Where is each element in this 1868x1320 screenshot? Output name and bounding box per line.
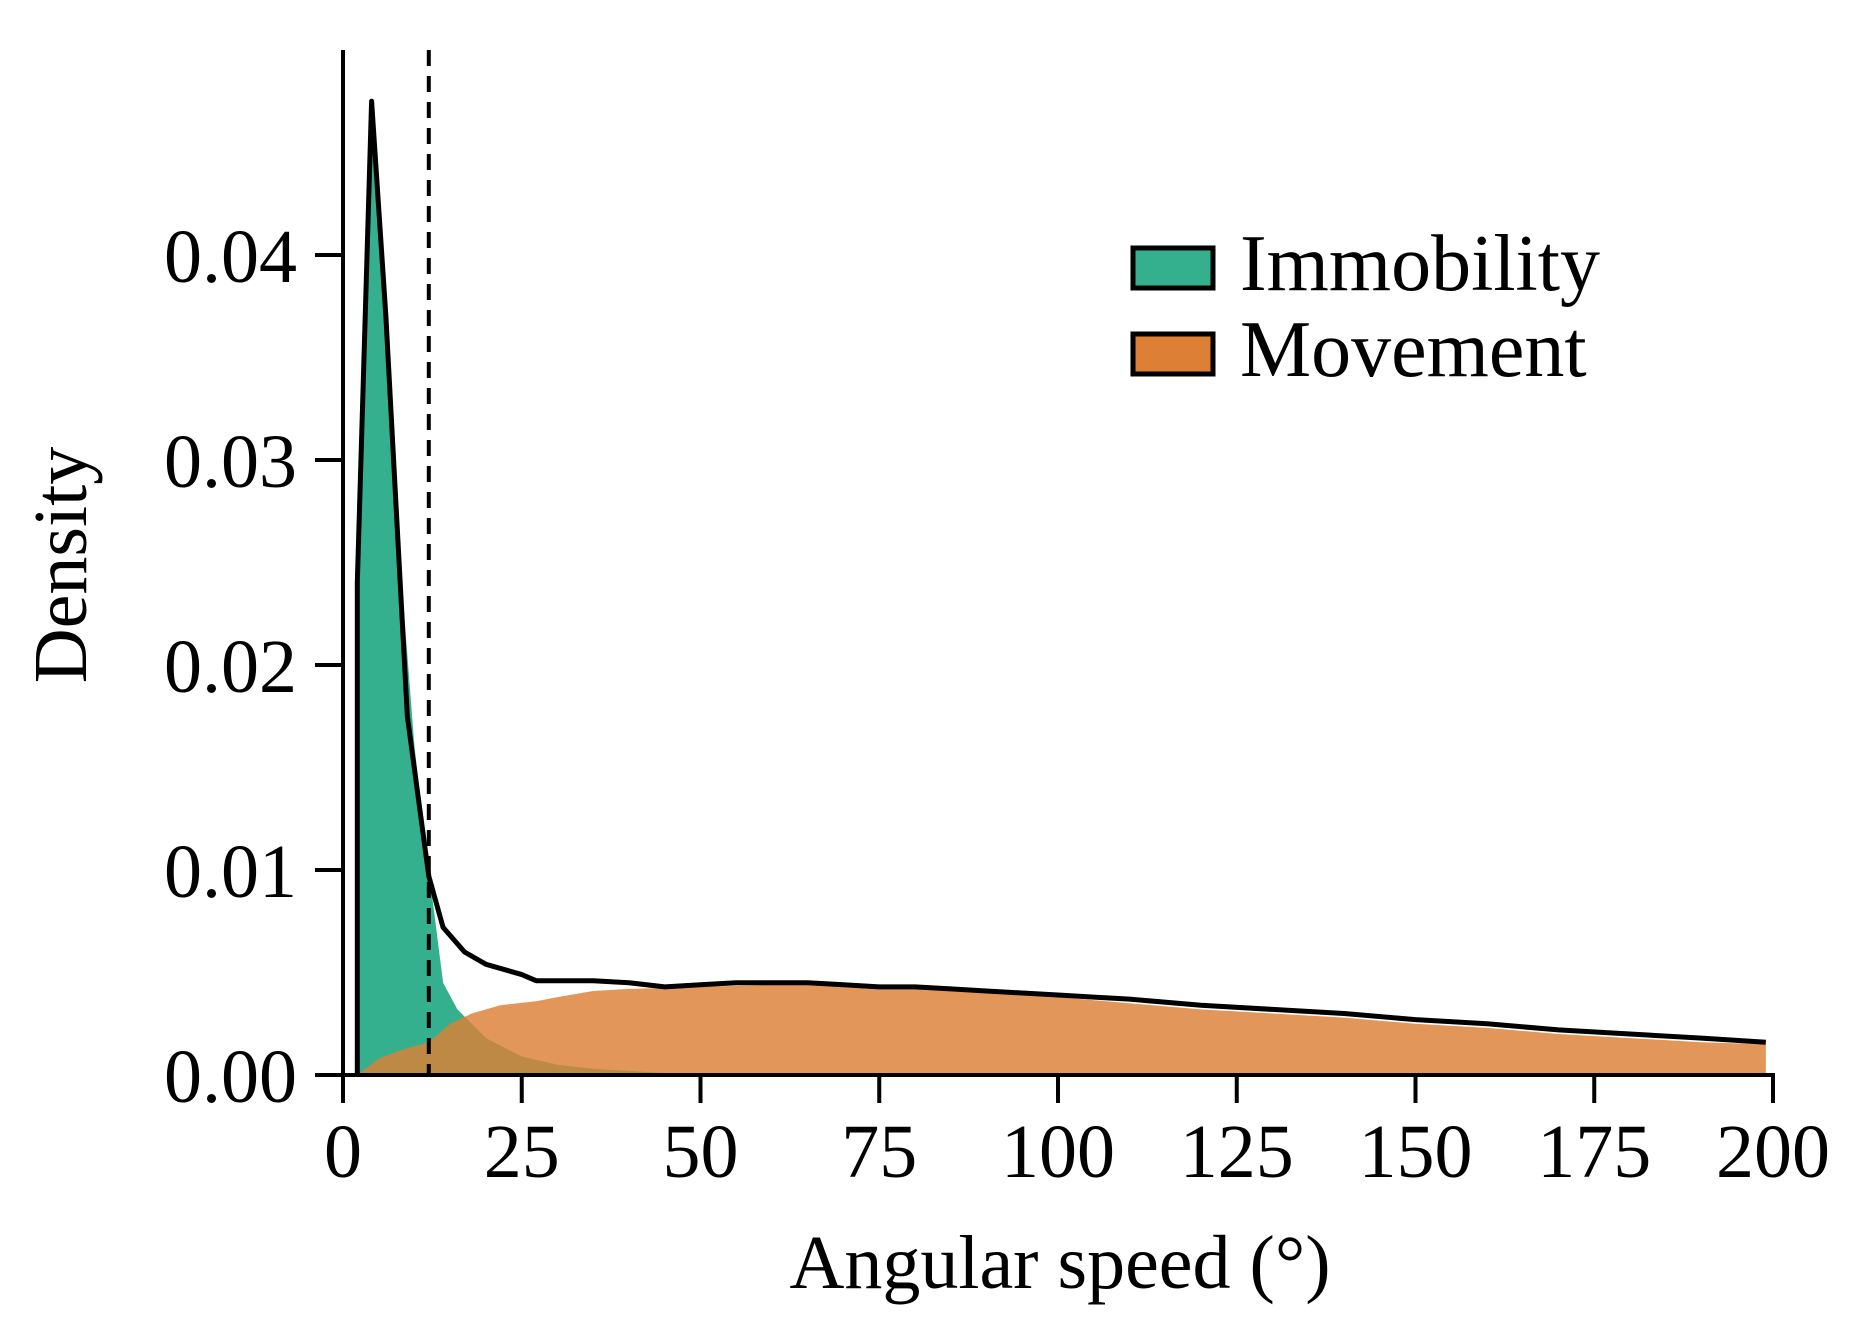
x-ticks: 0 25 50 75 100 125 150 175 200 <box>324 1075 1830 1194</box>
y-tick-label: 0.04 <box>164 215 297 299</box>
legend-label-immobility: Immobility <box>1240 220 1600 308</box>
plot-area <box>354 50 1767 1075</box>
total-density-line <box>354 98 1767 1075</box>
x-tick-label: 75 <box>841 1110 917 1194</box>
legend-swatch-immobility <box>1130 245 1216 291</box>
x-axis-label: Angular speed (°) <box>789 1221 1330 1305</box>
y-tick-label: 0.01 <box>164 830 297 914</box>
x-tick-label: 150 <box>1359 1110 1473 1194</box>
legend: Immobility Movement <box>1130 220 1600 394</box>
immobility-area <box>357 101 701 1075</box>
y-tick-label: 0.00 <box>164 1035 297 1119</box>
x-tick-label: 200 <box>1716 1110 1830 1194</box>
x-tick-label: 25 <box>484 1110 560 1194</box>
x-tick-label: 100 <box>1001 1110 1115 1194</box>
x-tick-label: 175 <box>1537 1110 1651 1194</box>
y-tick-label: 0.02 <box>164 625 297 709</box>
y-ticks: 0.00 0.01 0.02 0.03 0.04 <box>164 215 343 1119</box>
axes: 0 25 50 75 100 125 150 175 200 0.000.010.020.030… <box>164 50 1830 1194</box>
x-tick-label: 50 <box>663 1110 739 1194</box>
y-axis-label: Density <box>19 447 103 683</box>
legend-swatch-movement <box>1130 331 1216 377</box>
movement-area <box>357 984 1766 1075</box>
legend-label-movement: Movement <box>1240 306 1587 394</box>
y-tick-label: 0.03 <box>164 420 297 504</box>
x-tick-label: 0 <box>324 1110 362 1194</box>
x-tick-label: 125 <box>1180 1110 1294 1194</box>
